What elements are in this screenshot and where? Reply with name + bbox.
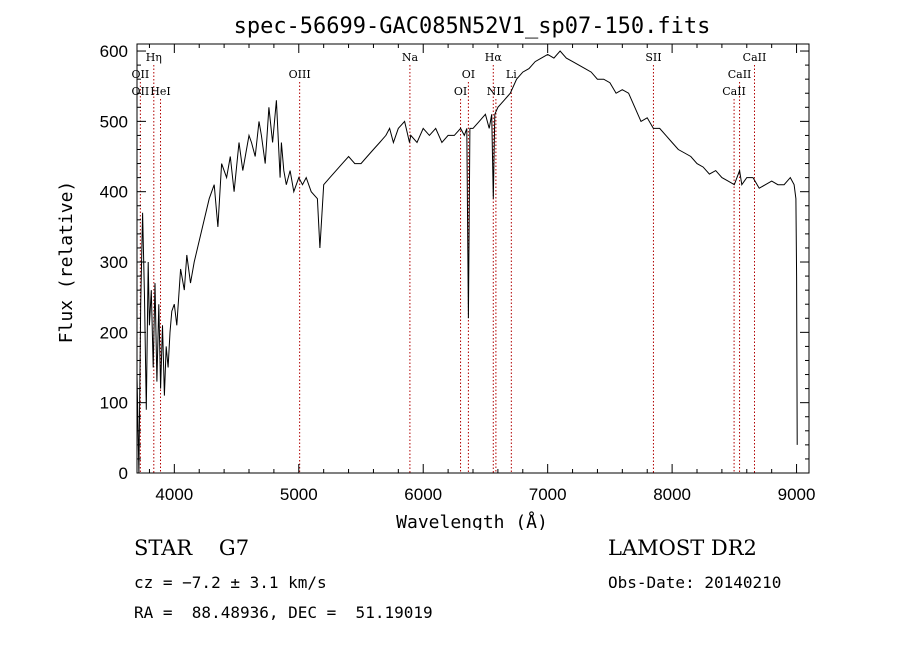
marker-label: CaII [728,68,752,81]
spectrum-line [136,50,798,474]
x-tick-label: 6000 [404,485,442,504]
x-tick-label: 7000 [529,485,567,504]
y-axis-label: Flux (relative) [56,181,77,344]
x-tick-label: 4000 [155,485,193,504]
y-tick-label: 0 [119,464,128,483]
marker-label: OIII [289,68,311,81]
x-tick-label: 8000 [653,485,691,504]
chart-title: spec-56699-GAC085N52V1_sp07-150.fits [234,14,711,39]
marker-label: CaII [743,51,767,64]
y-tick-label: 400 [100,183,128,202]
x-axis-label: Wavelength (Å) [396,511,548,530]
marker-label: HeI [150,85,170,98]
spectrum-chart: spec-56699-GAC085N52V1_sp07-150.fits Hη O… [56,14,816,530]
observation-date: Obs-Date: 20140210 [608,573,782,592]
survey-name: LAMOST DR2 [608,536,757,560]
y-tick-label: 600 [100,42,128,61]
x-tick-label: 5000 [280,485,318,504]
marker-label: OII [132,85,150,98]
marker-label: Hη [146,51,162,64]
marker-label: CaII [722,85,746,98]
y-axis: 0 100 200 300 400 500 600 [100,42,809,483]
marker-label: OI [462,68,475,81]
plot-frame [136,43,810,474]
y-tick-label: 300 [100,253,128,272]
y-tick-label: 200 [100,323,128,342]
marker-label: SII [645,51,661,64]
marker-label: NII [487,85,505,98]
y-tick-label: 500 [100,112,128,131]
y-tick-label: 100 [100,394,128,413]
x-axis: 4000 5000 6000 7000 8000 9000 [148,44,816,504]
marker-label: OII [132,68,150,81]
marker-label: Li [506,68,517,81]
coordinates-readout: RA = 88.48936, DEC = 51.19019 [134,603,433,622]
redshift-readout: cz = −7.2 ± 3.1 km/s [134,573,327,592]
x-tick-label: 9000 [778,485,816,504]
object-class: STAR G7 [134,536,250,560]
marker-label: Hα [485,51,503,64]
marker-label: Na [402,51,419,64]
marker-label: OI [454,85,467,98]
